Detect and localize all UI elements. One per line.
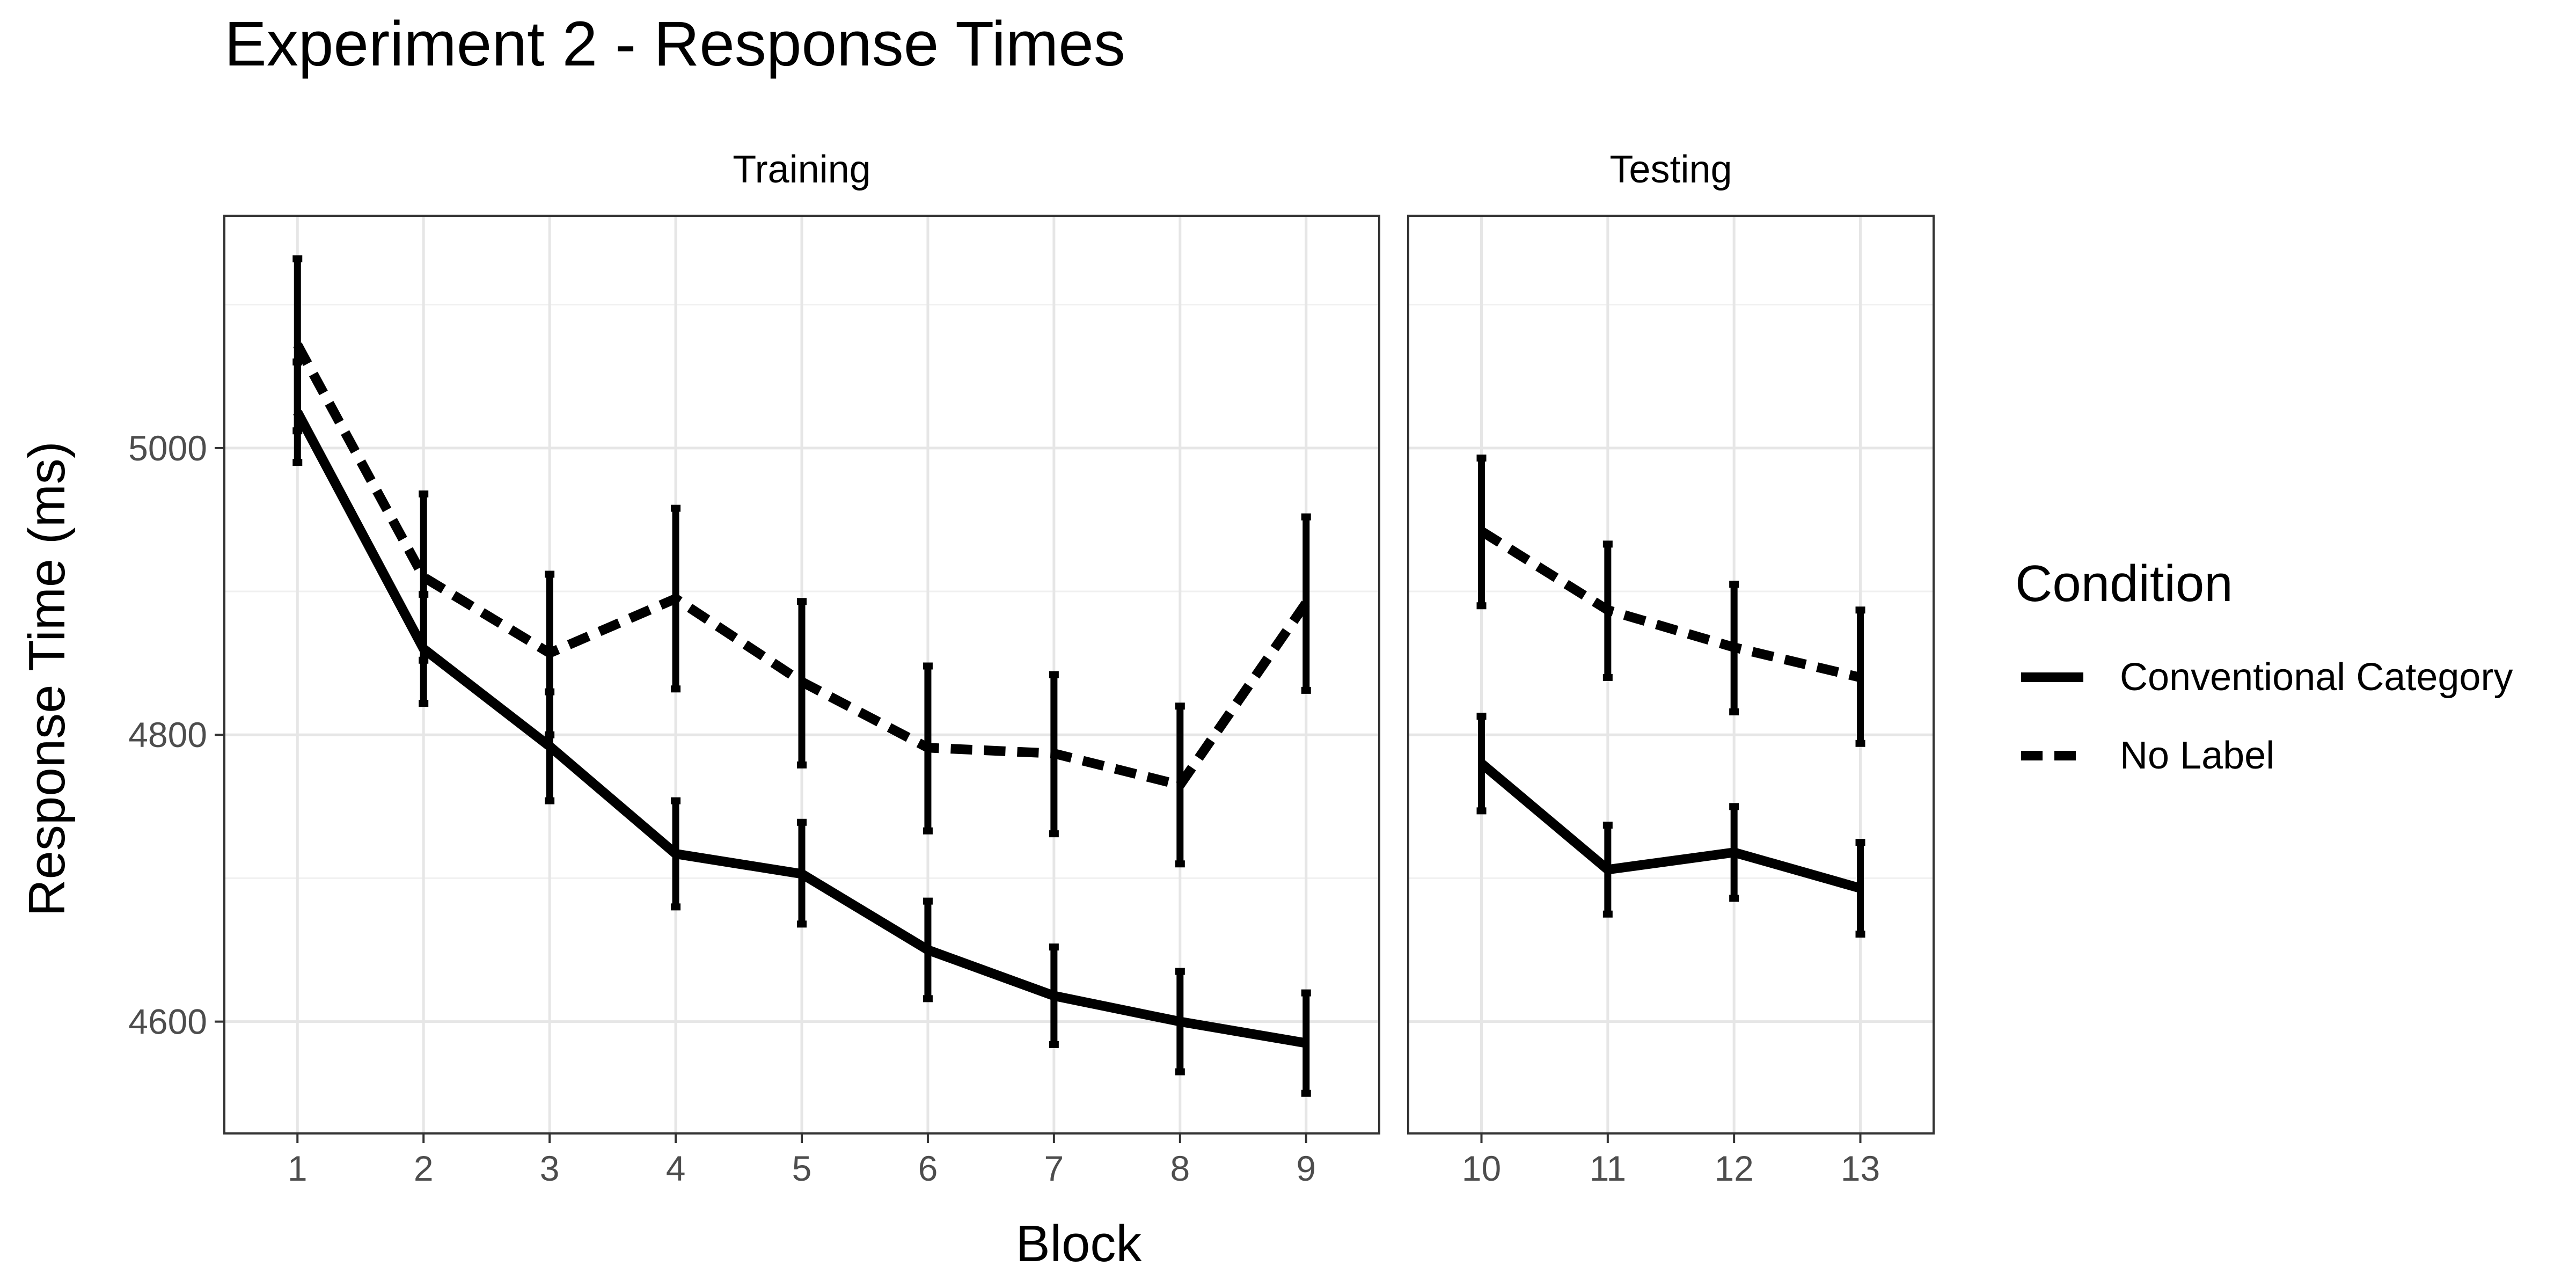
error-bar-conventional-category [1729, 803, 1739, 902]
series-no-label [292, 255, 1865, 868]
error-bar-no-label [1602, 540, 1613, 681]
x-tick-label: 7 [1044, 1148, 1064, 1188]
x-axis-label: Block [1016, 1215, 1143, 1272]
error-bar-no-label [1175, 702, 1185, 868]
error-bar-no-label [292, 255, 303, 435]
x-tick-label: 3 [540, 1148, 560, 1188]
error-bar-conventional-category [923, 897, 933, 1002]
error-bar-no-label [923, 662, 933, 835]
error-bar-no-label [1476, 455, 1487, 610]
error-bar-conventional-category [1476, 712, 1487, 815]
error-bar-no-label [545, 570, 555, 738]
error-bar-conventional-category [1602, 822, 1613, 918]
x-tick-label: 9 [1296, 1148, 1316, 1188]
error-bar-no-label [671, 504, 681, 693]
strip-label-testing: Testing [1609, 148, 1732, 191]
error-bar-no-label [797, 598, 807, 769]
y-tick-label: 4600 [128, 1002, 207, 1042]
series-line-no-label-testing [1479, 527, 1862, 683]
x-tick-label: 12 [1714, 1148, 1753, 1188]
error-bar-conventional-category [1049, 943, 1059, 1048]
y-tick-label: 5000 [128, 428, 207, 468]
error-bar-no-label [1855, 606, 1865, 747]
legend-label-conventional-category: Conventional Category [2120, 656, 2513, 699]
legend: Condition Conventional Category No Label [2015, 555, 2513, 777]
series-line-conventional-category-testing [1478, 759, 1862, 893]
error-bar-no-label [1049, 671, 1059, 838]
x-tick-label: 5 [792, 1148, 812, 1188]
error-bar-conventional-category [1301, 989, 1311, 1097]
y-axis-label: Response Time (ms) [18, 441, 76, 917]
error-bar-no-label [1301, 513, 1311, 694]
error-bar-conventional-category [1855, 839, 1865, 938]
error-bar-no-label [1729, 581, 1739, 715]
y-axis: 4600 4800 5000 [128, 428, 224, 1042]
grid-minor-testing [1408, 304, 1934, 879]
x-axis: 1 2 3 4 5 6 7 8 9 10 11 12 13 [288, 1133, 1880, 1188]
error-bar-conventional-category [671, 797, 681, 911]
x-tick-label: 11 [1590, 1148, 1627, 1188]
legend-label-no-label: No Label [2120, 734, 2274, 777]
y-tick-label: 4800 [128, 715, 207, 755]
error-bar-no-label [419, 490, 429, 664]
error-bar-conventional-category [1175, 968, 1185, 1075]
x-tick-label: 13 [1841, 1148, 1880, 1188]
panel-frame-testing [1407, 215, 1935, 1135]
strip-label-training: Training [733, 148, 870, 191]
x-tick-label: 4 [666, 1148, 686, 1188]
error-bar-conventional-category [797, 818, 807, 928]
series-layer [292, 255, 1865, 1097]
x-tick-label: 2 [414, 1148, 434, 1188]
x-tick-label: 6 [918, 1148, 938, 1188]
x-tick-label: 10 [1462, 1148, 1501, 1188]
x-tick-label: 8 [1170, 1148, 1190, 1188]
x-tick-label: 1 [288, 1148, 308, 1188]
chart-title: Experiment 2 - Response Times [224, 9, 1125, 79]
legend-title: Condition [2015, 555, 2233, 612]
